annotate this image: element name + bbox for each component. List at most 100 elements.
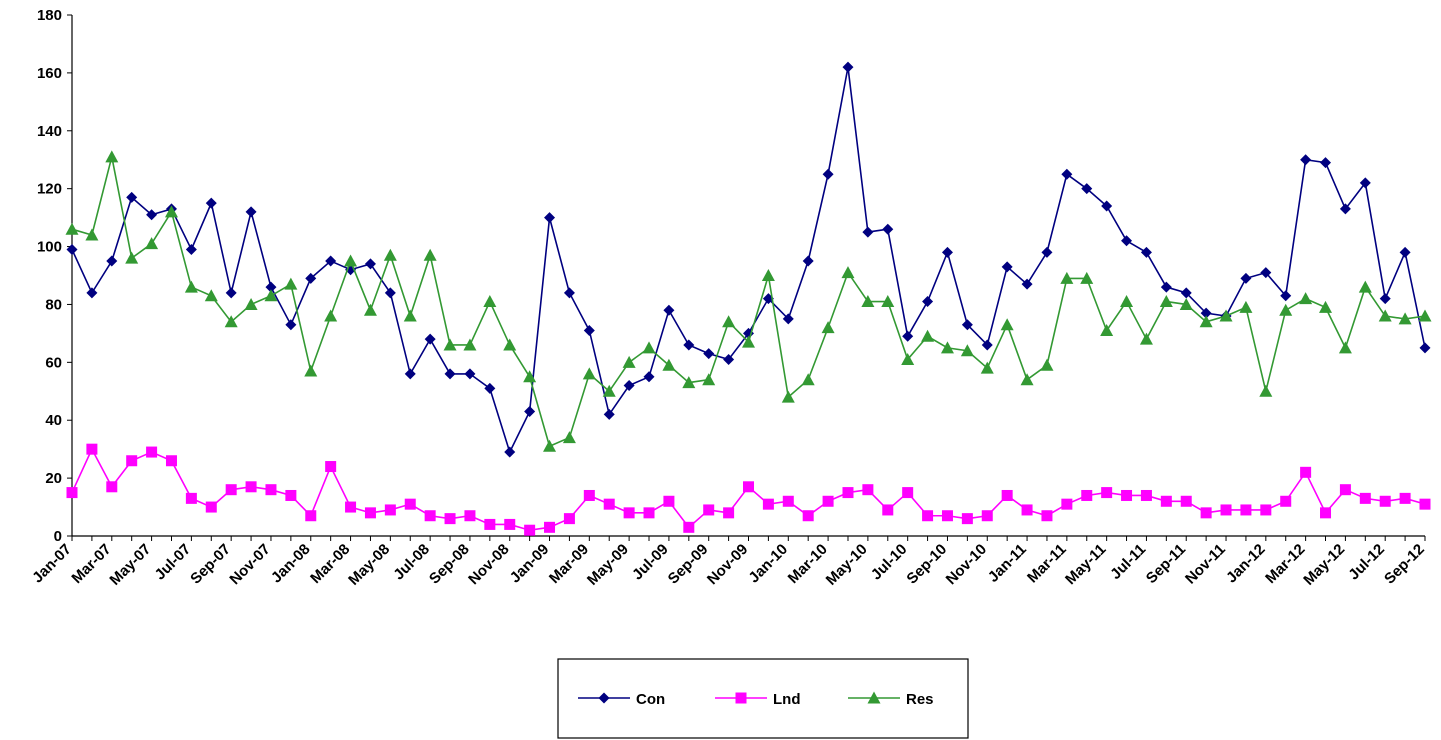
series-line (71, 66, 1426, 455)
marker (146, 209, 158, 221)
marker (1179, 297, 1193, 310)
marker (761, 269, 775, 281)
marker (1121, 235, 1133, 247)
marker (723, 353, 735, 365)
x-tick-label: Sep-11 (1143, 541, 1189, 587)
marker (862, 226, 874, 238)
marker (86, 287, 98, 299)
x-tick-label: Nov-09 (704, 541, 751, 588)
y-tick-label: 80 (45, 296, 62, 313)
marker (424, 510, 436, 522)
marker (802, 255, 814, 267)
y-tick-label: 0 (54, 528, 62, 545)
marker (544, 212, 556, 224)
marker (364, 507, 376, 519)
x-tick-label: Jul-11 (1107, 541, 1149, 583)
marker (364, 258, 376, 270)
marker (841, 266, 855, 279)
marker (265, 281, 277, 293)
marker (1339, 203, 1351, 215)
marker (1319, 300, 1333, 313)
legend-label: Con (636, 691, 665, 708)
marker (1200, 307, 1212, 319)
y-tick-label: 120 (37, 181, 62, 198)
marker (663, 304, 675, 316)
marker (404, 368, 416, 380)
marker (683, 339, 695, 351)
marker (722, 315, 736, 328)
marker (1061, 498, 1073, 510)
marker (1040, 358, 1054, 371)
marker (1120, 295, 1134, 308)
marker (961, 513, 973, 525)
marker (781, 390, 795, 403)
y-tick-label: 60 (45, 354, 62, 371)
marker (305, 272, 317, 284)
marker (1338, 341, 1352, 354)
marker (563, 513, 575, 525)
marker (1358, 280, 1372, 293)
marker (464, 510, 476, 522)
marker (1080, 271, 1094, 284)
marker (882, 504, 894, 516)
marker (941, 246, 953, 258)
x-tick-label: Jan-12 (1223, 541, 1269, 587)
x-tick-label: Nov-08 (465, 541, 512, 588)
marker (463, 338, 477, 351)
marker (1041, 246, 1053, 258)
marker (603, 408, 615, 420)
x-tick-label: Mar-10 (785, 541, 831, 587)
marker (225, 484, 237, 496)
x-tick-label: May-08 (345, 541, 393, 589)
marker (264, 289, 278, 302)
marker (563, 287, 575, 299)
x-tick-label: Sep-10 (903, 541, 950, 588)
marker (1399, 492, 1411, 504)
marker (735, 692, 747, 704)
marker (224, 315, 238, 328)
marker (1139, 332, 1153, 345)
marker (881, 295, 895, 308)
x-tick-label: May-07 (106, 541, 154, 589)
x-tick-label: May-10 (823, 541, 871, 589)
marker (185, 492, 197, 504)
marker (344, 254, 358, 267)
marker (623, 507, 635, 519)
marker (1000, 318, 1014, 331)
marker (1101, 200, 1113, 212)
marker (762, 498, 774, 510)
marker (1001, 261, 1013, 273)
x-tick-label: Mar-07 (68, 541, 114, 587)
marker (524, 406, 536, 418)
marker (363, 303, 377, 316)
marker (1240, 272, 1252, 284)
marker (981, 510, 993, 522)
marker (682, 376, 696, 389)
marker (598, 692, 610, 704)
marker (723, 507, 735, 519)
x-tick-label: May-11 (1062, 541, 1109, 588)
marker (603, 498, 615, 510)
marker (1320, 507, 1332, 519)
marker (65, 222, 79, 235)
marker (1121, 489, 1133, 501)
marker (623, 379, 635, 391)
marker (1279, 303, 1293, 316)
marker (244, 297, 258, 310)
marker (583, 324, 595, 336)
marker (305, 510, 317, 522)
marker (1180, 495, 1192, 507)
x-tick-label: Sep-07 (187, 541, 234, 588)
marker (1199, 315, 1213, 328)
marker (204, 289, 218, 302)
marker (663, 495, 675, 507)
marker (1379, 495, 1391, 507)
marker (106, 255, 118, 267)
marker (1378, 309, 1392, 322)
legend-label: Lnd (773, 691, 801, 708)
marker (523, 370, 537, 383)
marker (602, 384, 616, 397)
marker (902, 487, 914, 499)
y-tick-label: 20 (45, 470, 62, 487)
marker (1399, 246, 1411, 258)
